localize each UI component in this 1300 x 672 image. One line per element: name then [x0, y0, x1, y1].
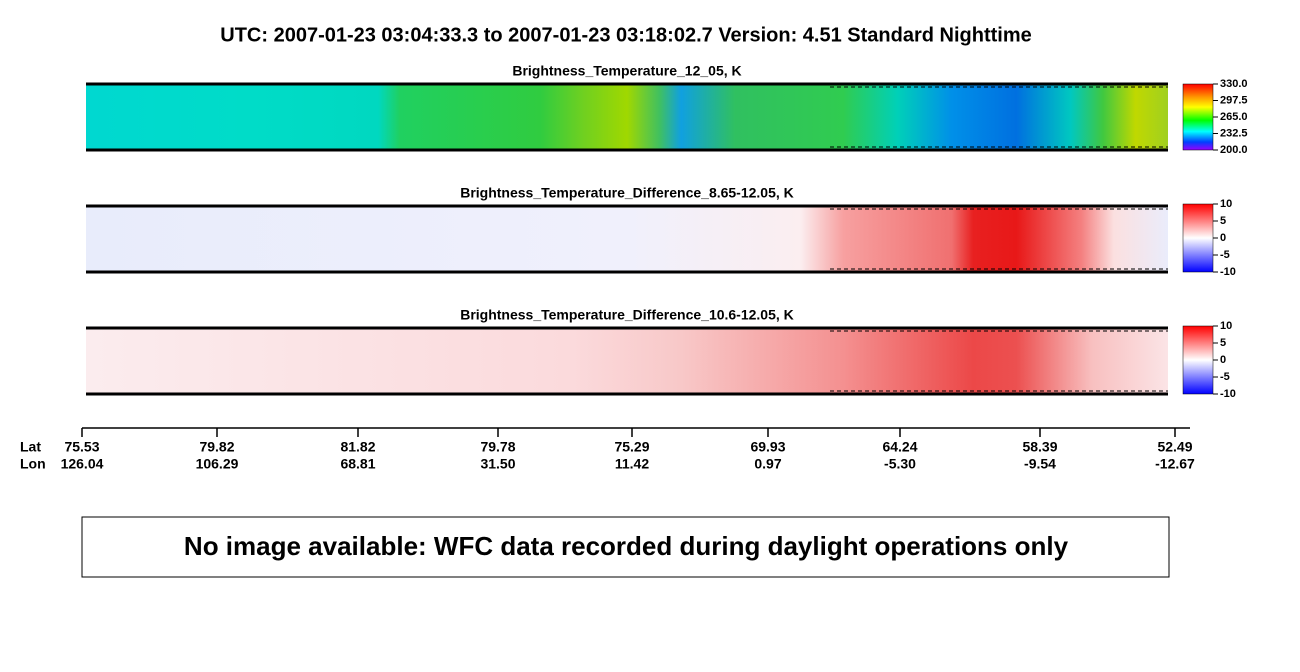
colorbar-tick-label: 200.0 — [1220, 144, 1248, 156]
lat-tick-label: 52.49 — [1157, 439, 1192, 455]
colorbar — [1182, 83, 1214, 151]
colorbar-tick-label: -10 — [1220, 388, 1236, 400]
image-strip — [86, 328, 1168, 394]
colorbar-tick-label: -10 — [1220, 266, 1236, 278]
lat-tick-label: 79.82 — [199, 439, 234, 455]
colorbar-tick-label: 265.0 — [1220, 111, 1248, 123]
lon-tick-label: -5.30 — [884, 456, 916, 472]
lat-tick-label: 75.53 — [64, 439, 99, 455]
panel-title: Brightness_Temperature_12_05, K — [512, 63, 741, 79]
lat-tick-label: 64.24 — [882, 439, 917, 455]
lat-tick-label: 79.78 — [480, 439, 515, 455]
lat-tick-label: 58.39 — [1022, 439, 1057, 455]
colorbar-tick-label: 5 — [1220, 215, 1226, 227]
colorbar-tick-label: 297.5 — [1220, 94, 1248, 106]
colorbar-tick-label: -5 — [1220, 249, 1230, 261]
colorbar-tick-label: -5 — [1220, 371, 1230, 383]
notice: No image available: WFC data recorded du… — [184, 531, 1069, 561]
panel-title: Brightness_Temperature_Difference_10.6-1… — [460, 307, 794, 323]
notice-box — [81, 516, 1170, 578]
colorbar-tick-label: 10 — [1220, 320, 1232, 332]
lon-tick-label: 0.97 — [754, 456, 781, 472]
image-strip — [86, 206, 1168, 272]
lat-tick-label: 81.82 — [340, 439, 375, 455]
colorbar-tick-label: 0 — [1220, 354, 1226, 366]
colorbar-tick-label: 10 — [1220, 198, 1232, 210]
title: UTC: 2007-01-23 03:04:33.3 to 2007-01-23… — [220, 24, 1031, 46]
colorbar — [1182, 325, 1214, 395]
lat-tick-label: 69.93 — [750, 439, 785, 455]
lon-tick-label: -9.54 — [1024, 456, 1056, 472]
colorbar-tick-label: 0 — [1220, 232, 1226, 244]
image-strip — [86, 84, 1168, 150]
colorbar-tick-label: 330.0 — [1220, 78, 1248, 90]
lat-label: Lat — [20, 439, 41, 455]
colorbar — [1182, 203, 1214, 273]
colorbar-tick-label: 5 — [1220, 337, 1226, 349]
lon-tick-label: -12.67 — [1155, 456, 1195, 472]
lat-tick-label: 75.29 — [614, 439, 649, 455]
lon-tick-label: 68.81 — [340, 456, 375, 472]
lon-tick-label: 106.29 — [196, 456, 239, 472]
lon-tick-label: 11.42 — [615, 456, 649, 472]
colorbar-tick-label: 232.5 — [1220, 127, 1248, 139]
panel-title: Brightness_Temperature_Difference_8.65-1… — [460, 185, 794, 201]
lon-tick-label: 31.50 — [480, 456, 515, 472]
lon-tick-label: 126.04 — [61, 456, 104, 472]
lon-label: Lon — [20, 456, 46, 472]
